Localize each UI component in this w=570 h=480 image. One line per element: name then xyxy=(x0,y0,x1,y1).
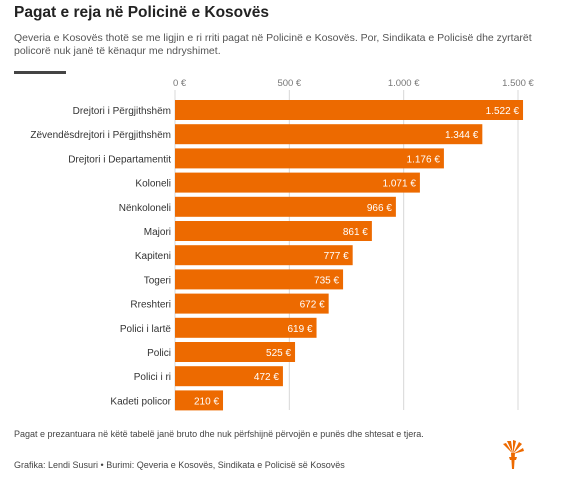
chart-footnote: Pagat e prezantuara në këtë tabelë janë … xyxy=(14,429,424,439)
x-tick-label: 500 € xyxy=(277,78,301,89)
bar xyxy=(175,342,296,362)
category-label: Rreshteri xyxy=(130,300,171,311)
category-label: Drejtori i Departamentit xyxy=(68,154,171,165)
data-label: 619 € xyxy=(288,324,313,335)
bar xyxy=(175,124,483,145)
category-label: Nënkoloneli xyxy=(119,203,171,214)
title-rule xyxy=(14,71,66,74)
category-label: Polici i lartë xyxy=(120,324,172,335)
category-label: Polici xyxy=(147,348,171,359)
category-label: Polici i ri xyxy=(134,372,171,383)
category-label: Drejtori i Përgjithshëm xyxy=(73,106,171,117)
bar xyxy=(175,293,329,314)
data-label: 525 € xyxy=(266,348,291,359)
data-label: 735 € xyxy=(314,275,339,286)
x-tick-label: 0 € xyxy=(173,78,187,89)
category-label: Togeri xyxy=(144,275,171,286)
data-label: 777 € xyxy=(324,251,349,262)
bar xyxy=(175,317,317,338)
bar xyxy=(175,148,444,169)
category-label: Zëvendësdrejtori i Përgjithshëm xyxy=(30,130,171,141)
data-label: 210 € xyxy=(194,396,219,407)
chart-subtitle: Qeveria e Kosovës thotë se me ligjin e r… xyxy=(14,32,532,57)
bar xyxy=(175,269,344,290)
x-tick-label: 1.500 € xyxy=(502,78,534,89)
category-label: Koloneli xyxy=(135,179,171,190)
bar xyxy=(175,100,524,120)
bar xyxy=(175,366,283,387)
bar xyxy=(175,221,372,241)
data-label: 861 € xyxy=(343,227,368,238)
bar xyxy=(175,196,396,217)
category-label: Kapiteni xyxy=(135,251,171,262)
data-label: 1.071 € xyxy=(383,179,417,190)
category-label: Majori xyxy=(144,227,171,238)
bar xyxy=(175,245,353,266)
data-label: 1.176 € xyxy=(407,154,441,165)
bar xyxy=(175,172,420,193)
data-label: 472 € xyxy=(254,372,279,383)
data-label: 966 € xyxy=(367,203,392,214)
data-label: 1.344 € xyxy=(445,130,479,141)
chart-title: Pagat e reja në Policinë e Kosovës xyxy=(14,4,270,21)
rfe-rl-logo-icon xyxy=(503,440,524,469)
data-label: 1.522 € xyxy=(486,106,520,117)
chart-credit: Grafika: Lendi Susuri • Burimi: Qeveria … xyxy=(14,460,345,470)
data-label: 672 € xyxy=(300,300,325,311)
x-tick-label: 1.000 € xyxy=(388,78,420,89)
bar xyxy=(175,390,224,411)
category-label: Kadeti policor xyxy=(110,396,171,407)
